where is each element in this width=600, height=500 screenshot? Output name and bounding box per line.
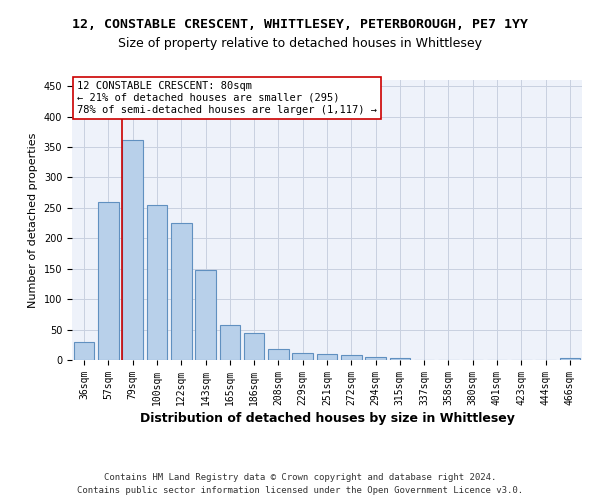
Bar xyxy=(389,358,410,360)
Bar xyxy=(268,349,289,360)
Text: Contains public sector information licensed under the Open Government Licence v3: Contains public sector information licen… xyxy=(77,486,523,495)
Bar xyxy=(146,205,167,360)
Bar xyxy=(98,202,119,360)
Text: 12 CONSTABLE CRESCENT: 80sqm
← 21% of detached houses are smaller (295)
78% of s: 12 CONSTABLE CRESCENT: 80sqm ← 21% of de… xyxy=(77,82,377,114)
Bar xyxy=(365,357,386,360)
Bar xyxy=(195,270,216,360)
X-axis label: Distribution of detached houses by size in Whittlesey: Distribution of detached houses by size … xyxy=(140,412,514,425)
Bar xyxy=(171,223,191,360)
Bar xyxy=(244,332,265,360)
Bar xyxy=(317,354,337,360)
Bar xyxy=(341,355,362,360)
Y-axis label: Number of detached properties: Number of detached properties xyxy=(28,132,38,308)
Text: Contains HM Land Registry data © Crown copyright and database right 2024.: Contains HM Land Registry data © Crown c… xyxy=(104,472,496,482)
Bar xyxy=(560,358,580,360)
Bar xyxy=(122,140,143,360)
Text: Size of property relative to detached houses in Whittlesey: Size of property relative to detached ho… xyxy=(118,38,482,51)
Bar xyxy=(74,342,94,360)
Text: 12, CONSTABLE CRESCENT, WHITTLESEY, PETERBOROUGH, PE7 1YY: 12, CONSTABLE CRESCENT, WHITTLESEY, PETE… xyxy=(72,18,528,30)
Bar xyxy=(220,326,240,360)
Bar xyxy=(292,352,313,360)
